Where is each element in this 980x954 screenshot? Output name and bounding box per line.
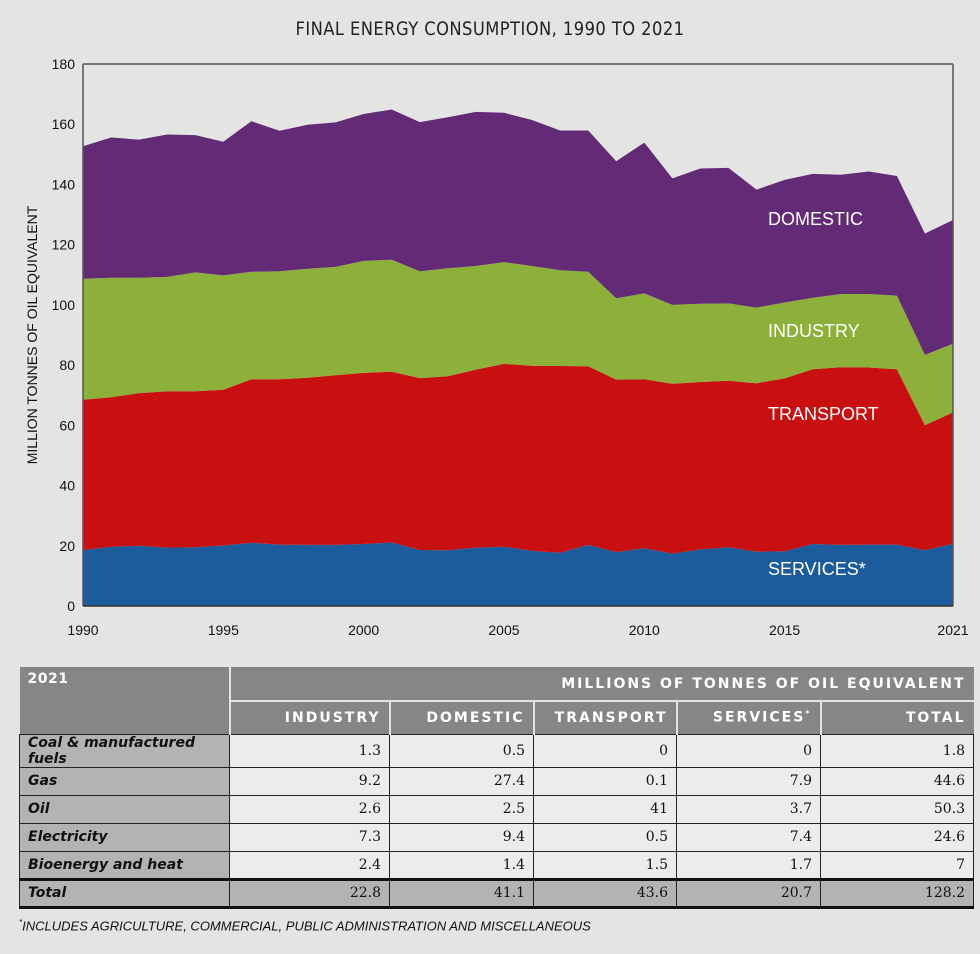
series-label-industry: INDUSTRY <box>768 321 860 341</box>
x-tick-label: 1995 <box>208 622 239 638</box>
column-header-services: SERVICES* <box>675 701 821 734</box>
table-cell: 0 <box>533 733 677 768</box>
row-label: Gas <box>19 766 230 796</box>
table-row: Oil 2.6 2.5 41 3.7 50.3 <box>19 794 975 824</box>
table-cell: 3.7 <box>676 794 821 824</box>
table-cell: 1.5 <box>533 850 677 880</box>
y-tick-label: 100 <box>52 297 76 313</box>
y-tick-label: 160 <box>52 116 76 132</box>
table-cell: 22.8 <box>229 877 390 909</box>
x-tick-labels: 1990 1995 2000 2005 2010 2015 2021 <box>67 622 968 638</box>
x-tick-label: 2010 <box>629 622 660 638</box>
table-body: Coal & manufactured fuels 1.3 0.5 0 0 1.8 Gas 9… <box>19 733 975 909</box>
table-cell: 128.2 <box>819 877 975 909</box>
footnote-text: INCLUDES AGRICULTURE, COMMERCIAL, PUBLIC… <box>22 918 591 934</box>
y-tick-labels: 0 20 40 60 80 100 120 140 160 180 <box>52 56 76 614</box>
table-cell: 2.4 <box>229 850 390 880</box>
table-cell: 0.5 <box>533 822 677 852</box>
y-tick-label: 40 <box>59 478 75 494</box>
table-total-row: Total 22.8 41.1 43.6 20.7 128.2 <box>19 877 975 909</box>
table-cell: 7.4 <box>676 822 821 852</box>
area-services <box>83 542 953 606</box>
area-domestic <box>83 109 953 355</box>
column-header-transport: TRANSPORT <box>532 701 677 734</box>
table-cell: 2.5 <box>389 794 534 824</box>
y-tick-label: 0 <box>67 598 75 614</box>
footnote: *INCLUDES AGRICULTURE, COMMERCIAL, PUBLI… <box>19 918 591 933</box>
area-industry <box>83 259 953 426</box>
area-chart: 0 20 40 60 80 100 120 140 160 180 1990 1995 2000 200… <box>24 56 969 638</box>
table-cell: 1.8 <box>819 733 975 768</box>
x-tick-label: 2015 <box>769 622 800 638</box>
consumption-table: 2021 MILLIONS OF TONNES OF OIL EQUIVALEN… <box>19 667 975 909</box>
table-cell: 9.4 <box>389 822 534 852</box>
y-tick-label: 20 <box>59 538 75 554</box>
table-row: Bioenergy and heat 2.4 1.4 1.5 1.7 7 <box>19 850 975 880</box>
x-tick-label: 2021 <box>937 622 968 638</box>
series-label-services: SERVICES* <box>768 559 866 579</box>
row-label: Coal & manufactured fuels <box>19 733 230 768</box>
table-cell: 24.6 <box>819 822 975 852</box>
table-cell: 1.4 <box>389 850 534 880</box>
series-label-transport: TRANSPORT <box>768 404 879 424</box>
table-cell: 7.3 <box>229 822 390 852</box>
table-cell: 20.7 <box>676 877 821 909</box>
area-transport <box>83 363 953 554</box>
series-labels: SERVICES* TRANSPORT INDUSTRY DOMESTIC <box>768 209 879 579</box>
table-cell: 2.6 <box>229 794 390 824</box>
series-label-domestic: DOMESTIC <box>768 209 863 229</box>
table-cell: 7 <box>819 850 975 880</box>
table-cell: 50.3 <box>819 794 975 824</box>
y-axis-title: MILLION TONNES OF OIL EQUIVALENT <box>24 205 40 464</box>
chart-title: FINAL ENERGY CONSUMPTION, 1990 TO 2021 <box>295 18 685 40</box>
table-cell: 41.1 <box>389 877 534 909</box>
table-cell: 27.4 <box>389 766 534 796</box>
table-column-headers: INDUSTRY DOMESTIC TRANSPORT SERVICES* TOTAL <box>20 701 974 734</box>
x-tick-label: 1990 <box>67 622 98 638</box>
footnote-marker: * <box>19 918 23 927</box>
footnote-marker: * <box>805 709 812 719</box>
y-tick-label: 180 <box>52 56 76 72</box>
y-tick-label: 80 <box>59 357 75 373</box>
y-tick-label: 120 <box>52 237 76 253</box>
table-cell: 41 <box>533 794 677 824</box>
table-unit-header: MILLIONS OF TONNES OF OIL EQUIVALENT <box>229 667 974 702</box>
table-cell: 7.9 <box>676 766 821 796</box>
x-tick-label: 2005 <box>488 622 519 638</box>
axes <box>82 63 954 607</box>
table-row: Gas 9.2 27.4 0.1 7.9 44.6 <box>19 766 975 796</box>
x-tick-label: 2000 <box>348 622 379 638</box>
table-cell: 1.7 <box>676 850 821 880</box>
y-tick-label: 60 <box>59 417 75 433</box>
table-row: Coal & manufactured fuels 1.3 0.5 0 0 1.8 <box>19 733 975 768</box>
table-row: Electricity 7.3 9.4 0.5 7.4 24.6 <box>19 822 975 852</box>
row-label: Bioenergy and heat <box>19 850 230 880</box>
area-layers <box>83 109 953 606</box>
table-cell: 44.6 <box>819 766 975 796</box>
table-cell: 0.1 <box>533 766 677 796</box>
y-tick-label: 140 <box>52 176 76 192</box>
column-header-industry: INDUSTRY <box>228 701 390 734</box>
table-cell: 0 <box>676 733 821 768</box>
table-cell: 1.3 <box>229 733 390 768</box>
table-cell: 43.6 <box>533 877 677 909</box>
table-cell: 9.2 <box>229 766 390 796</box>
column-header-domestic: DOMESTIC <box>388 701 534 734</box>
row-label: Electricity <box>19 822 230 852</box>
column-header-total: TOTAL <box>819 701 974 734</box>
row-label: Oil <box>19 794 230 824</box>
row-label: Total <box>19 877 230 909</box>
table-year-header: 2021 <box>19 667 231 734</box>
table-cell: 0.5 <box>389 733 534 768</box>
